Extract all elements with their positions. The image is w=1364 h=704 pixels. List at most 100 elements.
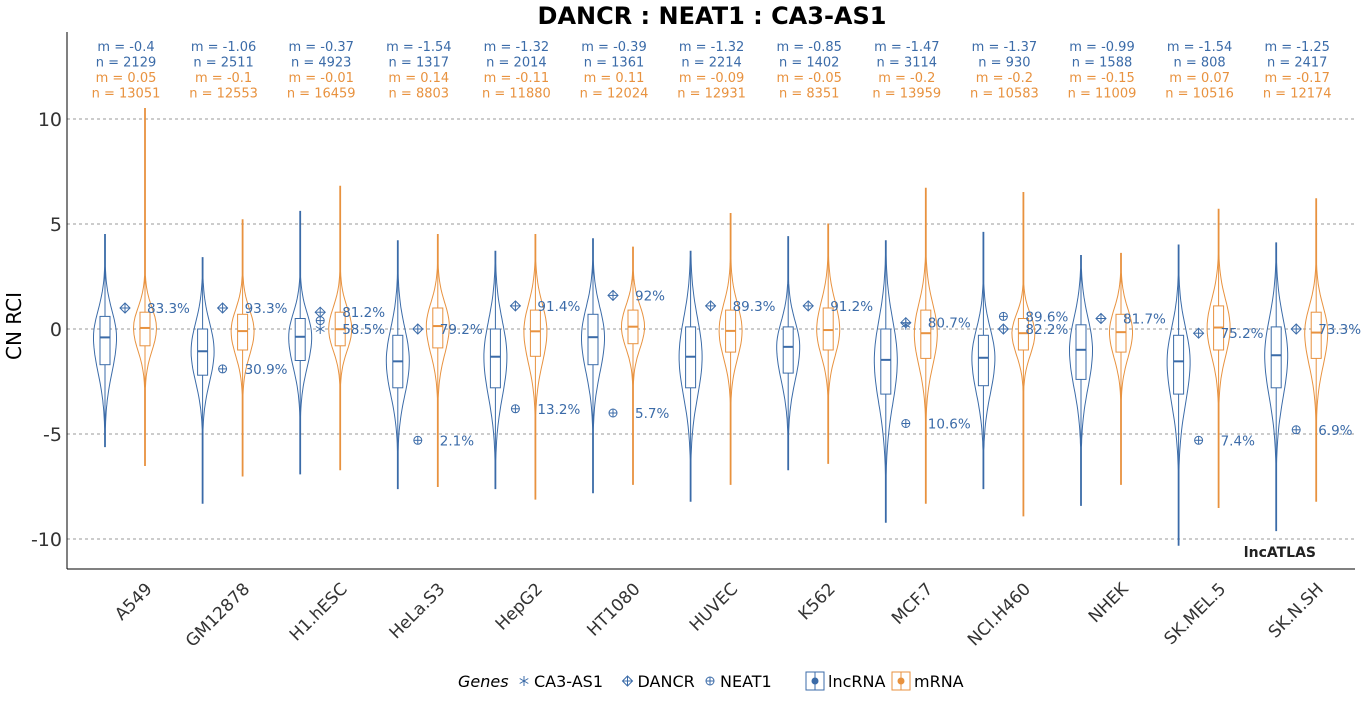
stat-lncrna: n = 1588	[1072, 56, 1132, 71]
box	[1270, 326, 1282, 389]
x-tick-label: NHEK	[1085, 579, 1133, 627]
x-tick-label: GM12878	[182, 579, 254, 651]
gene-percent-label: 81.7%	[1123, 312, 1166, 328]
stat-mrna: m = 0.14	[388, 71, 449, 86]
y-tick-label: 10	[38, 109, 62, 131]
stat-lncrna: m = -1.06	[191, 40, 256, 55]
grid-layer	[67, 118, 1355, 540]
gene-percent-label: 80.7%	[928, 316, 971, 332]
stat-mrna: n = 11880	[482, 87, 551, 102]
gene-percent-label: 89.6%	[1025, 309, 1068, 325]
legend-title: Genes	[458, 672, 509, 691]
stat-lncrna: m = -0.85	[776, 40, 841, 55]
gene-marker-dancr	[1290, 323, 1302, 335]
box	[782, 326, 794, 374]
stat-lncrna: m = -0.4	[97, 40, 154, 55]
stat-lncrna: m = -1.32	[484, 40, 549, 55]
gene-marker-neat1	[218, 364, 228, 374]
stat-mrna: n = 10516	[1165, 87, 1234, 102]
stat-lncrna: n = 930	[978, 56, 1030, 71]
y-tick-label: 5	[50, 214, 62, 236]
legend-gene-label: CA3-AS1	[534, 672, 603, 691]
box	[880, 328, 892, 395]
violin-mrna-gm12878	[230, 219, 255, 477]
legend-key-mrna	[891, 671, 911, 691]
stat-lncrna: m = -1.54	[386, 40, 451, 55]
x-tick-label: HepG2	[492, 579, 547, 634]
box	[294, 318, 306, 361]
gene-marker-dancr	[621, 675, 634, 687]
gene-marker-dancr	[607, 289, 619, 302]
x-tick-label: SK.N.SH	[1265, 579, 1328, 642]
gene-percent-label: 7.4%	[1221, 433, 1255, 449]
stat-mrna: n = 13959	[872, 87, 941, 102]
stat-lncrna: n = 2417	[1267, 56, 1327, 71]
box	[977, 334, 989, 387]
stat-mrna: m = -0.11	[484, 71, 549, 86]
violin-lncrna-gm12878	[190, 257, 215, 504]
gene-marker-dancr	[119, 302, 131, 314]
violin-lncrna-sk-n-sh	[1264, 242, 1289, 532]
gene-marker-dancr	[412, 323, 424, 335]
stat-mrna: m = -0.2	[878, 71, 935, 86]
stat-lncrna: n = 4923	[291, 56, 351, 71]
y-tick-label: -10	[31, 529, 62, 551]
legend: Genes CA3-AS1 DANCR NEAT1 lncRNA mRNA	[458, 671, 964, 691]
box	[1017, 318, 1029, 351]
gene-marker-dancr	[314, 306, 326, 318]
box	[432, 307, 444, 349]
stat-mrna: m = -0.15	[1069, 71, 1134, 86]
gene-marker-ca3-as1	[901, 319, 911, 330]
violin-mrna-sk-n-sh	[1304, 198, 1329, 502]
x-tick-label: HUVEC	[686, 579, 742, 635]
y-tick-label: 0	[50, 319, 62, 341]
violin-mrna-sk-mel-5	[1206, 208, 1231, 508]
legend-gene-label: DANCR	[638, 672, 695, 691]
violin-mrna-mcf-7	[913, 187, 938, 504]
stat-mrna: n = 8351	[779, 87, 839, 102]
stat-mrna: n = 11009	[1068, 87, 1137, 102]
stat-lncrna: n = 2014	[486, 56, 546, 71]
x-tick-label: SK.MEL.5	[1161, 579, 1231, 649]
x-tick-label: K562	[795, 579, 840, 624]
gene-marker-dancr	[802, 300, 814, 312]
stat-lncrna: n = 2129	[96, 56, 156, 71]
gene-marker-neat1	[1291, 425, 1301, 435]
stat-mrna: n = 10583	[970, 87, 1039, 102]
gene-percent-label: 30.9%	[245, 362, 288, 378]
violin-lncrna-ht1080	[581, 238, 605, 494]
violin-lncrna-nci-h460	[971, 231, 996, 490]
box	[1310, 311, 1322, 359]
stat-lncrna: m = -0.37	[288, 40, 353, 55]
gene-percent-label: 58.5%	[342, 322, 385, 338]
legend-gene-label: NEAT1	[720, 672, 772, 691]
stat-lncrna: n = 1402	[779, 56, 839, 71]
stat-mrna: n = 8803	[389, 87, 449, 102]
gene-marker-dancr	[997, 323, 1010, 335]
violin-lncrna-hela-s3	[385, 240, 410, 490]
gene-marker-ca3-as1	[519, 676, 529, 686]
box	[489, 328, 501, 389]
stat-lncrna: n = 1361	[584, 56, 644, 71]
violin-mrna-ht1080	[620, 246, 646, 485]
violin-mrna-hela-s3	[425, 234, 450, 487]
stat-mrna: m = -0.05	[776, 71, 841, 86]
legend-type-label: lncRNA	[828, 672, 885, 691]
gene-marker-neat1	[1194, 435, 1204, 445]
stat-mrna: n = 12931	[677, 87, 746, 102]
box	[237, 313, 249, 351]
gene-percent-label: 83.3%	[147, 301, 190, 317]
box	[529, 309, 541, 357]
violin-mrna-huvec	[718, 213, 743, 485]
violin-mrna-nhek	[1109, 252, 1133, 485]
stat-lncrna: m = -1.32	[679, 40, 744, 55]
gene-points-layer: 83.3% 93.3% 30.9% 81.2%58.5% 79.2% 2.1% 91.4% 1…	[119, 288, 1361, 449]
gene-marker-neat1	[413, 435, 423, 445]
stat-mrna: m = 0.05	[96, 71, 157, 86]
gene-marker-dancr	[1192, 327, 1205, 339]
violin-lncrna-mcf-7	[873, 240, 898, 523]
x-tick-label: H1.hESC	[286, 579, 352, 645]
gene-percent-label: 13.2%	[537, 402, 580, 418]
gene-percent-label: 75.2%	[1221, 326, 1264, 342]
